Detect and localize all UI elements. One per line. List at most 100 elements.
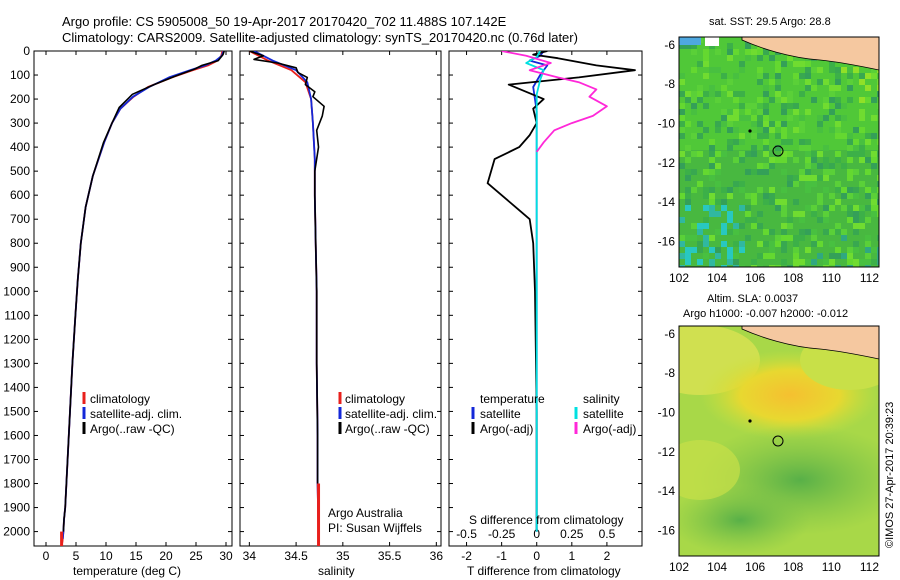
salinity-annotation-2: PI: Susan Wijffels xyxy=(328,521,422,535)
salinity-annotation-1: Argo Australia xyxy=(328,506,403,520)
xtick-top-label: -0.5 xyxy=(456,527,477,541)
ytick-label: 1100 xyxy=(4,308,30,322)
sst-map-image xyxy=(679,37,879,267)
sla-map-title-1: Altim. SLA: 0.0037 xyxy=(707,293,798,305)
temperature-series-group xyxy=(60,51,225,546)
ytick-label: 900 xyxy=(10,260,30,274)
ytick-label: 300 xyxy=(10,116,30,130)
difference-series-group xyxy=(486,51,636,532)
map-xtick-label: 112 xyxy=(860,560,879,574)
map-ytick-label: -6 xyxy=(664,38,675,52)
xtick-label: 15 xyxy=(129,549,143,563)
xtick-label: 25 xyxy=(189,549,203,563)
ytick-label: 1600 xyxy=(3,428,30,442)
difference-xlabel: T difference from climatology xyxy=(467,564,621,578)
xtick-label: 0 xyxy=(43,549,50,563)
salinity-panel xyxy=(239,50,442,547)
temp-legend-satellite: satellite-adj. clim. xyxy=(90,407,182,421)
difference-legend: temperature satellite Argo(-adj) salinit… xyxy=(471,392,636,436)
header-line-1: Argo profile: CS 5905008_50 19-Apr-2017 … xyxy=(62,14,507,29)
diff-legend-sal-argo: Argo(-adj) xyxy=(583,422,636,436)
ytick-label: 400 xyxy=(10,140,30,154)
sla-map-frame xyxy=(678,325,880,557)
xtick-label: 35.5 xyxy=(378,549,402,563)
map-ytick-label: -6 xyxy=(664,327,675,341)
sal-legend-satellite: satellite-adj. clim. xyxy=(345,407,437,421)
map-ytick-label: -16 xyxy=(658,523,676,537)
ytick-label: 800 xyxy=(10,236,30,250)
sla-map-image xyxy=(679,326,879,556)
xtick-top-label: -0.25 xyxy=(488,527,516,541)
series-layer xyxy=(60,51,636,546)
map-xtick-label: 112 xyxy=(860,271,879,285)
salinity-xlabel: salinity xyxy=(318,564,355,578)
imos-credit: ©IMOS 27-Apr-2017 20:39:23 xyxy=(884,402,896,548)
map-ytick-label: -8 xyxy=(664,77,675,91)
temperature-line-0 xyxy=(60,51,224,546)
map-ytick-label: -14 xyxy=(658,195,676,209)
temperature-panel xyxy=(33,50,233,547)
map-ytick-label: -10 xyxy=(658,405,676,419)
sst-map-title: sat. SST: 29.5 Argo: 28.8 xyxy=(709,16,831,28)
map-xtick-label: 108 xyxy=(783,271,803,285)
difference-xlabel-top: S difference from climatology xyxy=(469,513,624,527)
salinity-line-1 xyxy=(253,51,320,532)
xtick-label: 30 xyxy=(219,549,233,563)
difference-line-3 xyxy=(501,51,608,153)
sst-map-frame xyxy=(678,36,880,268)
map-ytick-label: -12 xyxy=(658,156,676,170)
ytick-label: 1700 xyxy=(3,452,30,466)
ytick-label: 1200 xyxy=(3,332,30,346)
xtick-label: -2 xyxy=(461,549,472,563)
sst-map-argo-marker xyxy=(772,145,784,157)
xtick-label: 5 xyxy=(73,549,80,563)
sla-map-title-2: Argo h1000: -0.007 h2000: -0.012 xyxy=(683,308,848,320)
map-ytick-label: -10 xyxy=(658,116,676,130)
temp-legend-argo: Argo(..raw -QC) xyxy=(90,422,175,436)
ytick-label: 1000 xyxy=(3,284,30,298)
salinity-line-2 xyxy=(249,51,325,484)
difference-line-2 xyxy=(525,51,545,532)
axes-layer: 0 5 10 15 20 25 300100200300400500600700800900… xyxy=(3,38,879,574)
diff-legend-temperature-title: temperature xyxy=(480,392,545,406)
diff-legend-sal-satellite: satellite xyxy=(583,407,624,421)
diff-legend-temp-argo: Argo(-adj) xyxy=(480,422,533,436)
ytick-label: 700 xyxy=(10,212,30,226)
xtick-label: 36 xyxy=(430,549,444,563)
temperature-legend: climatology satellite-adj. clim. Argo(..… xyxy=(82,392,182,436)
diff-legend-salinity-title: salinity xyxy=(583,392,620,406)
sal-legend-argo: Argo(..raw -QC) xyxy=(345,422,430,436)
ytick-label: 1900 xyxy=(3,501,30,515)
map-ytick-label: -8 xyxy=(664,366,675,380)
temperature-xlabel: temperature (deg C) xyxy=(73,564,181,578)
ytick-label: 200 xyxy=(10,92,30,106)
difference-line-1 xyxy=(486,51,636,532)
xtick-top-label: 0 xyxy=(533,527,540,541)
map-xtick-label: 110 xyxy=(822,560,841,574)
salinity-series-group xyxy=(248,51,325,546)
ytick-label: 1400 xyxy=(3,380,30,394)
difference-line-0 xyxy=(528,51,549,532)
xtick-label: 0 xyxy=(533,549,540,563)
temperature-line-1 xyxy=(61,51,225,539)
ytick-label: 0 xyxy=(23,44,30,58)
xtick-label: 10 xyxy=(99,549,113,563)
difference-panel xyxy=(448,50,643,547)
ytick-label: 2000 xyxy=(3,525,30,539)
xtick-label: 1 xyxy=(568,549,575,563)
xtick-top-label: 0.5 xyxy=(599,527,616,541)
salinity-legend: climatology satellite-adj. clim. Argo(..… xyxy=(338,392,437,436)
ytick-label: 100 xyxy=(10,68,30,82)
xtick-label: -1 xyxy=(496,549,507,563)
ytick-label: 1500 xyxy=(3,404,30,418)
map-xtick-label: 102 xyxy=(669,271,689,285)
map-xtick-label: 110 xyxy=(822,271,841,285)
map-xtick-label: 102 xyxy=(669,560,689,574)
map-xtick-label: 104 xyxy=(707,560,727,574)
sla-map-argo-marker xyxy=(772,435,784,447)
diff-legend-temp-satellite: satellite xyxy=(480,407,521,421)
map-ytick-label: -12 xyxy=(658,445,676,459)
sal-legend-climatology: climatology xyxy=(345,392,405,406)
map-ytick-label: -14 xyxy=(658,484,676,498)
